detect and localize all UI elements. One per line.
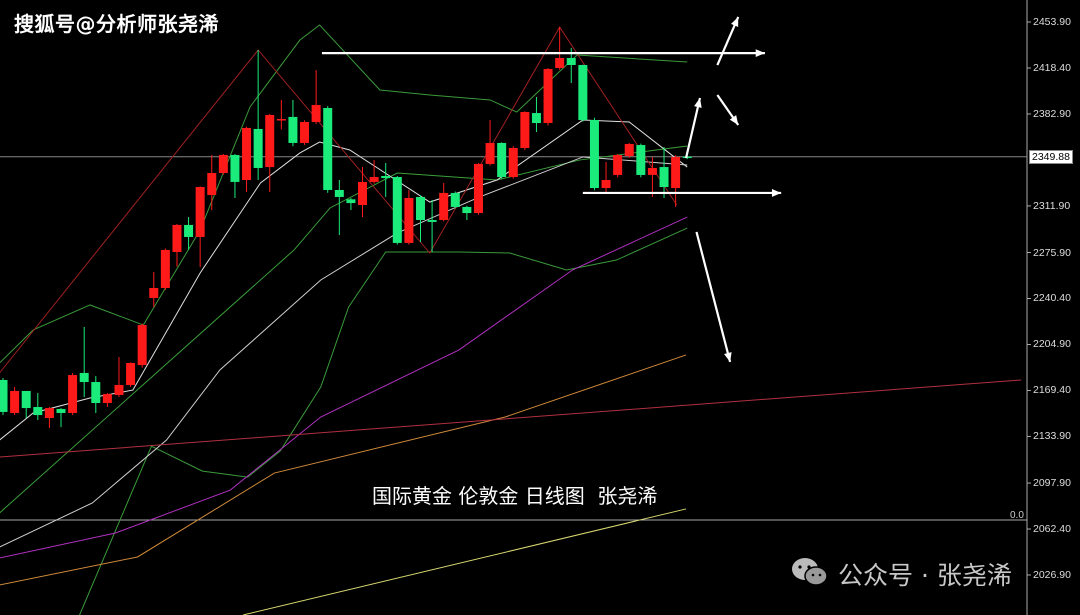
candle-down — [79, 372, 89, 383]
price-tick: 2062.40 — [1033, 523, 1071, 535]
candle-up — [647, 167, 657, 175]
candle-down — [253, 128, 263, 168]
price-tick: 2097.90 — [1033, 477, 1071, 490]
watermark: 公众号 · 张尧浠 — [838, 561, 1012, 590]
candle-down — [636, 145, 646, 175]
indicator-line — [0, 119, 688, 441]
indicator-line — [242, 508, 687, 615]
candle-down — [33, 407, 43, 416]
candle-up — [114, 385, 124, 395]
candle-up — [311, 105, 321, 122]
wechat-icon — [792, 558, 828, 586]
candle-up — [149, 288, 159, 298]
candle-up — [207, 173, 217, 196]
candle-up — [300, 121, 310, 143]
candle-down — [288, 116, 298, 143]
candle-down — [392, 177, 402, 243]
candle-up — [68, 375, 78, 413]
candle-up — [555, 58, 565, 68]
arrowhead-icon — [731, 16, 739, 27]
price-tick: 2453.90 — [1033, 16, 1071, 28]
indicator-line — [0, 216, 688, 559]
arrowhead-icon — [724, 352, 732, 362]
indicator-line — [0, 379, 1022, 458]
candle-down — [334, 189, 344, 197]
candle-up — [671, 156, 681, 189]
price-tick: 2275.90 — [1033, 246, 1071, 259]
candle-down — [566, 58, 576, 66]
price-tick: 2204.90 — [1033, 338, 1071, 351]
candle-up — [218, 155, 228, 174]
candle-up — [137, 325, 147, 366]
candle-down — [381, 175, 391, 179]
candle-up — [439, 192, 449, 221]
price-tick: 2311.90 — [1033, 199, 1071, 212]
candle-down — [578, 65, 588, 121]
candle-up — [624, 144, 634, 157]
candle-up — [520, 112, 530, 149]
candle-down — [346, 199, 356, 204]
indicator-line — [0, 156, 688, 548]
price-tick: 2240.40 — [1033, 292, 1071, 305]
candle-down — [21, 390, 31, 409]
candle-up — [102, 394, 112, 404]
price-tick: 2133.90 — [1033, 430, 1071, 443]
candle-down — [323, 108, 333, 190]
price-tick: 2418.40 — [1033, 61, 1071, 74]
candle-up — [404, 198, 414, 243]
arrowhead-icon — [771, 189, 782, 197]
candle-down — [531, 113, 541, 124]
price-tick: 2169.40 — [1033, 384, 1071, 397]
candle-down — [462, 206, 472, 214]
candle-up — [10, 390, 20, 413]
price-tick: 2382.90 — [1033, 107, 1071, 120]
candle-down — [589, 120, 599, 189]
candle-up — [369, 177, 379, 182]
indicator-line — [0, 26, 678, 374]
candle-down — [415, 196, 425, 221]
subwindow-label: 0.0 — [1010, 510, 1024, 521]
arrowhead-icon — [729, 115, 739, 125]
candle-down — [56, 408, 66, 413]
current-price-label: 2349.88 — [1029, 149, 1073, 164]
candle-down — [450, 192, 460, 207]
candle-up — [126, 362, 136, 386]
arrowhead-icon — [694, 98, 702, 108]
candle-up — [601, 180, 611, 189]
candle-down — [497, 142, 507, 178]
candle-down — [0, 379, 8, 412]
candle-up — [265, 114, 275, 168]
candle-up — [473, 163, 483, 214]
candle-up — [613, 155, 623, 175]
indicator-line — [0, 354, 687, 586]
candle-up — [172, 224, 182, 253]
chart-title: 国际黄金 伦敦金 日线图 张尧浠 — [372, 484, 658, 508]
candle-up — [358, 181, 368, 205]
candle-up — [508, 148, 518, 178]
candle-up — [160, 249, 170, 289]
trend-arrow — [695, 231, 732, 363]
candle-down — [427, 220, 437, 222]
candle-down — [659, 167, 669, 187]
arrowhead-icon — [755, 49, 765, 57]
candle-down — [230, 155, 240, 182]
indicator-line — [79, 227, 688, 615]
candle-up — [242, 127, 252, 181]
page-title: 搜狐号@分析师张尧浠 — [14, 12, 219, 36]
candle-up — [276, 119, 286, 121]
indicator-line — [0, 145, 688, 514]
candle-up — [44, 408, 54, 419]
candle-up — [543, 69, 553, 124]
candle-up — [485, 142, 495, 164]
candle-down — [184, 224, 194, 237]
candle-up — [195, 186, 205, 237]
candle-down — [91, 382, 101, 404]
price-tick: 2026.90 — [1033, 568, 1071, 581]
trend-arrow — [684, 97, 702, 159]
